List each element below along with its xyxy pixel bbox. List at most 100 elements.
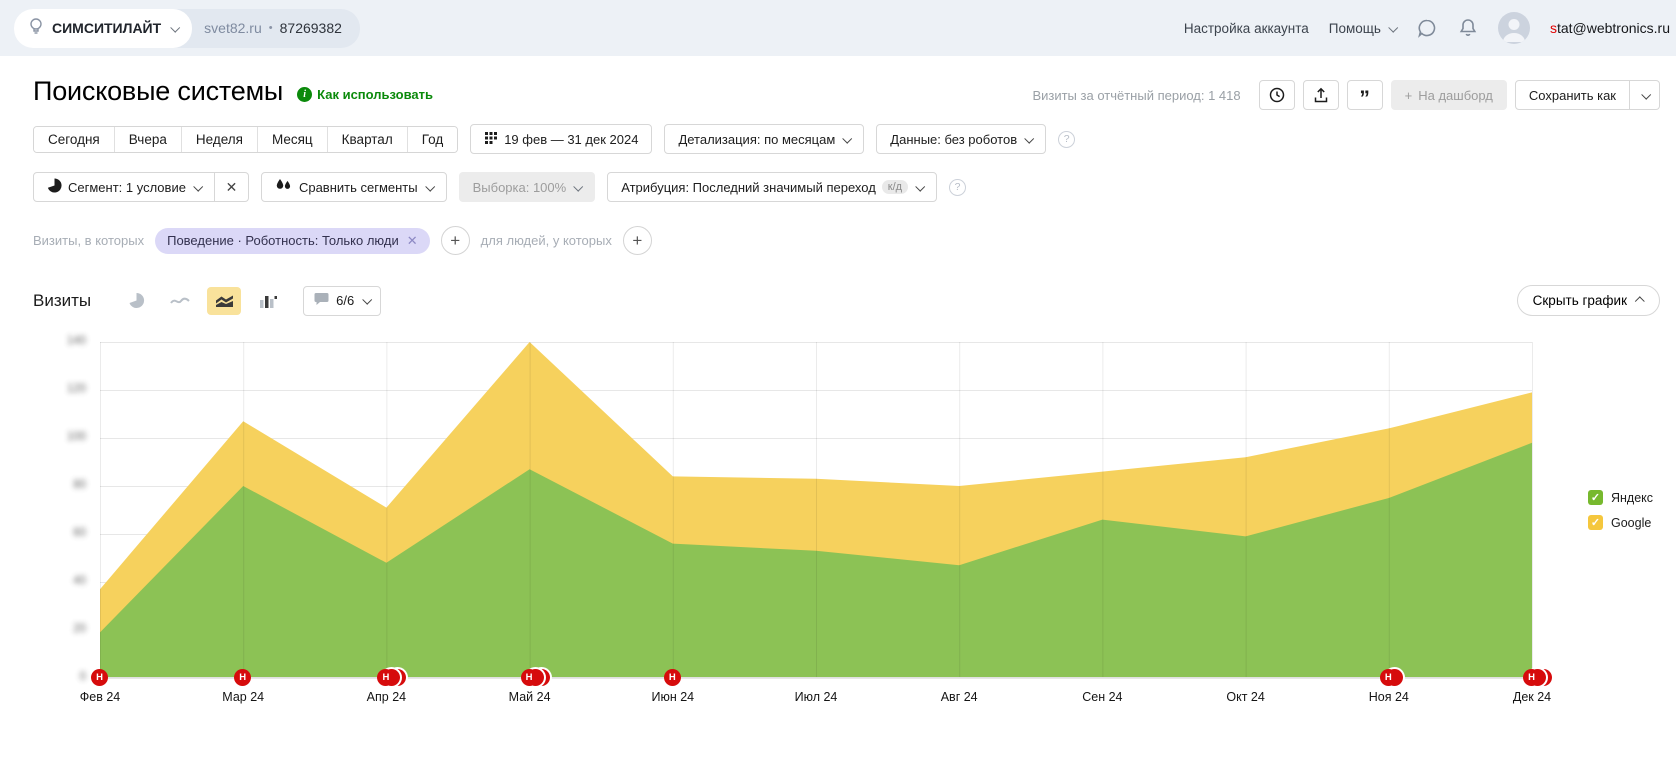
chart-type-stacked-area-button[interactable] bbox=[207, 287, 241, 315]
y-axis-tick: 60 bbox=[46, 527, 86, 539]
chart-canvas[interactable] bbox=[100, 342, 1532, 678]
chart-type-line-button[interactable] bbox=[163, 287, 197, 315]
period-tab[interactable]: Месяц bbox=[258, 127, 328, 152]
top-bar: СИМСИТИЛАЙТ svet82.ru • 87269382 Настрой… bbox=[0, 0, 1676, 56]
y-axis: 020406080100120140 bbox=[0, 342, 92, 686]
x-axis-tick: Фев 24 bbox=[55, 690, 145, 704]
chevron-down-icon bbox=[1641, 89, 1651, 99]
account-settings-link[interactable]: Настройка аккаунта bbox=[1184, 21, 1309, 36]
user-email[interactable]: stat@webtronics.ru bbox=[1550, 20, 1670, 36]
segment-clear-button[interactable]: ✕ bbox=[215, 172, 249, 202]
quotes-icon: ” bbox=[1359, 94, 1370, 104]
add-to-dashboard-label: На дашборд bbox=[1418, 88, 1493, 103]
compare-drops-icon bbox=[275, 178, 293, 196]
info-icon: i bbox=[297, 87, 312, 102]
x-axis-tick: Июл 24 bbox=[771, 690, 861, 704]
period-tab[interactable]: Квартал bbox=[328, 127, 408, 152]
save-as-dropdown-button[interactable] bbox=[1630, 80, 1660, 110]
period-tabs: СегодняВчераНеделяМесяцКварталГод bbox=[33, 126, 458, 153]
x-axis-tick: Окт 24 bbox=[1201, 690, 1291, 704]
segment-chips-row: Визиты, в которых Поведение · Роботность… bbox=[0, 202, 1676, 255]
legend-checkbox[interactable]: ✓ bbox=[1588, 515, 1603, 530]
date-range-button[interactable]: 19 фев — 31 дек 2024 bbox=[470, 124, 652, 154]
annotations-dropdown[interactable]: 6/6 bbox=[303, 286, 381, 316]
data-mode-label: Данные: без роботов bbox=[890, 132, 1017, 147]
quotes-button[interactable]: ” bbox=[1347, 80, 1383, 110]
notifications-bell-icon[interactable] bbox=[1458, 17, 1478, 39]
chart-plot-area[interactable] bbox=[100, 342, 1532, 678]
segment-chip[interactable]: Поведение · Роботность: Только люди ✕ bbox=[155, 228, 430, 254]
period-tab[interactable]: Сегодня bbox=[34, 127, 115, 152]
annotation-marker-group: Н bbox=[377, 669, 417, 687]
y-axis-tick: 40 bbox=[46, 575, 86, 587]
how-to-use-label: Как использовать bbox=[317, 87, 433, 102]
data-mode-dropdown[interactable]: Данные: без роботов bbox=[876, 124, 1046, 154]
chip-close-icon[interactable]: ✕ bbox=[407, 233, 418, 249]
segment-dropdown[interactable]: Сегмент: 1 условие bbox=[33, 172, 215, 202]
counter-switch: СИМСИТИЛАЙТ svet82.ru • 87269382 bbox=[14, 9, 360, 48]
feedback-chat-icon[interactable] bbox=[1416, 17, 1438, 39]
add-people-condition-button[interactable]: + bbox=[623, 226, 652, 255]
chart-type-columns-button[interactable] bbox=[251, 287, 285, 315]
chevron-down-icon bbox=[843, 133, 853, 143]
how-to-use-link[interactable]: i Как использовать bbox=[297, 87, 433, 102]
detalization-dropdown[interactable]: Детализация: по месяцам bbox=[664, 124, 864, 154]
title-row: Поисковые системы i Как использовать Виз… bbox=[0, 56, 1676, 110]
compare-segments-label: Сравнить сегменты bbox=[299, 180, 418, 195]
chevron-down-icon bbox=[362, 295, 372, 305]
add-visit-condition-button[interactable]: + bbox=[441, 226, 470, 255]
chevron-down-icon bbox=[1024, 133, 1034, 143]
chevron-down-icon bbox=[915, 181, 925, 191]
annotation-marker-group: Н bbox=[521, 669, 561, 687]
counter-selector[interactable]: СИМСИТИЛАЙТ bbox=[14, 9, 192, 48]
legend-item-google[interactable]: ✓Google bbox=[1588, 515, 1653, 530]
visits-in-which-label: Визиты, в которых bbox=[33, 233, 144, 248]
segment-filter-row: Сегмент: 1 условие ✕ Сравнить сегменты В… bbox=[0, 154, 1676, 202]
visits-period-summary: Визиты за отчётный период: 1 418 bbox=[1032, 88, 1240, 103]
annotation-marker[interactable]: Н bbox=[664, 669, 681, 686]
date-range-label: 19 фев — 31 дек 2024 bbox=[504, 132, 638, 147]
avatar[interactable] bbox=[1498, 12, 1530, 44]
period-tab[interactable]: Вчера bbox=[115, 127, 182, 152]
separator-dot: • bbox=[269, 22, 273, 34]
export-button[interactable] bbox=[1303, 80, 1339, 110]
legend-item-яндекс[interactable]: ✓ Яндекс bbox=[1588, 490, 1653, 505]
annotation-marker[interactable]: Н bbox=[1380, 669, 1397, 686]
chevron-down-icon bbox=[573, 181, 583, 191]
history-clock-button[interactable] bbox=[1259, 80, 1295, 110]
legend-label: Яндекс bbox=[1611, 491, 1653, 505]
annotation-marker[interactable]: Н bbox=[91, 669, 108, 686]
y-axis-tick: 100 bbox=[46, 431, 86, 443]
hide-chart-button[interactable]: Скрыть график bbox=[1517, 285, 1660, 316]
help-question-icon[interactable]: ? bbox=[1058, 131, 1075, 148]
help-menu[interactable]: Помощь bbox=[1329, 21, 1396, 36]
add-to-dashboard-button[interactable]: + На дашборд bbox=[1391, 80, 1507, 110]
chart-type-pie-button[interactable] bbox=[119, 287, 153, 315]
legend-checkbox[interactable]: ✓ bbox=[1588, 490, 1603, 505]
chevron-up-icon bbox=[1635, 296, 1645, 306]
y-axis-tick: 80 bbox=[46, 479, 86, 491]
save-as-button[interactable]: Сохранить как bbox=[1515, 80, 1630, 110]
y-axis-tick: 140 bbox=[46, 335, 86, 347]
x-axis-tick: Дек 24 bbox=[1487, 690, 1577, 704]
annotation-marker[interactable]: Н bbox=[521, 669, 538, 686]
annotation-marker[interactable]: Н bbox=[1523, 669, 1540, 686]
segment-pie-icon bbox=[47, 178, 62, 196]
x-axis-tick: Сен 24 bbox=[1057, 690, 1147, 704]
attribution-dropdown[interactable]: Атрибуция: Последний значимый переход к/… bbox=[607, 172, 937, 202]
help-question-icon[interactable]: ? bbox=[949, 179, 966, 196]
x-axis-tick: Май 24 bbox=[485, 690, 575, 704]
annotation-marker[interactable]: Н bbox=[234, 669, 251, 686]
chevron-down-icon bbox=[170, 22, 180, 32]
compare-segments-button[interactable]: Сравнить сегменты bbox=[261, 172, 447, 202]
chart-legend: ✓ Яндекс ✓Google bbox=[1588, 490, 1653, 540]
period-tab[interactable]: Год bbox=[408, 127, 458, 152]
sampling-dropdown[interactable]: Выборка: 100% bbox=[459, 172, 596, 202]
period-tab[interactable]: Неделя bbox=[182, 127, 258, 152]
annotation-marker-group: Н bbox=[1380, 669, 1420, 687]
for-people-label: для людей, у которых bbox=[481, 233, 612, 248]
y-axis-tick: 20 bbox=[46, 623, 86, 635]
annotations-count: 6/6 bbox=[336, 293, 354, 308]
segment-label: Сегмент: 1 условие bbox=[68, 180, 186, 195]
chevron-down-icon bbox=[1388, 22, 1398, 32]
